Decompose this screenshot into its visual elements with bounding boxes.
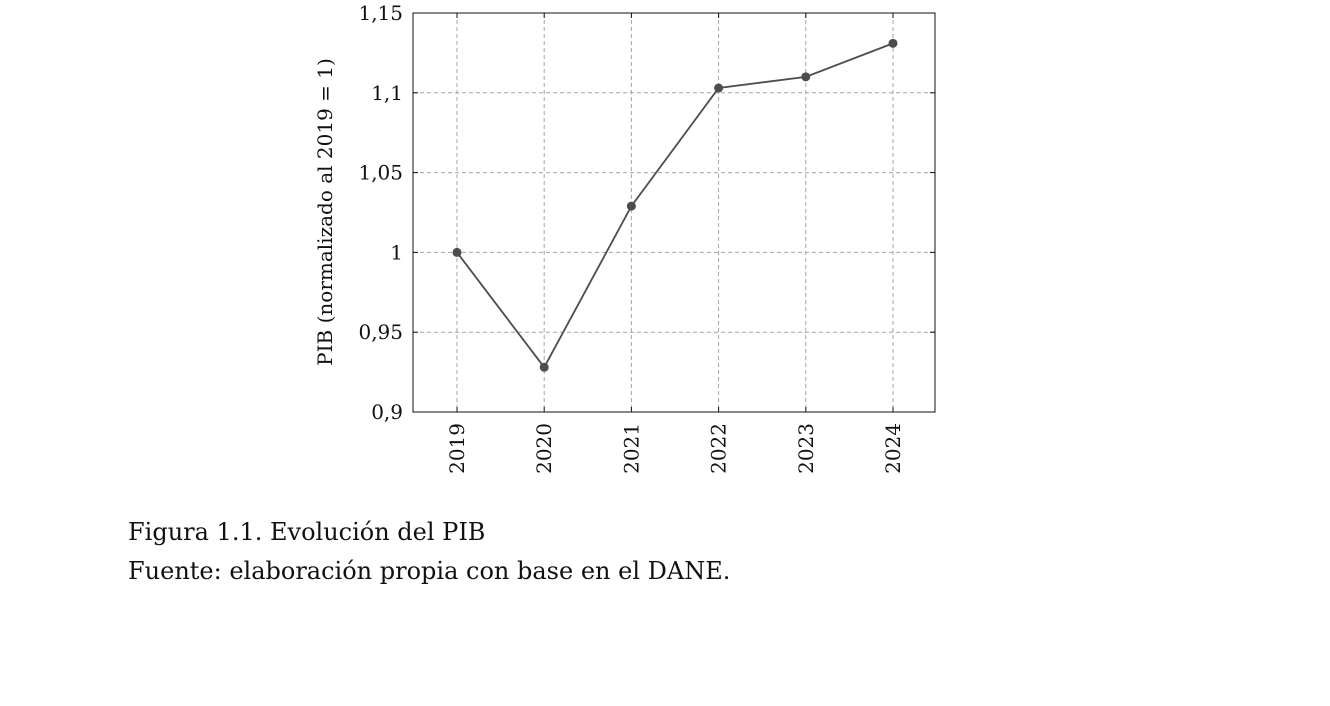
- data-point: [801, 72, 811, 82]
- y-tick-label: 1: [390, 240, 403, 264]
- grid-lines: [413, 13, 935, 412]
- y-axis-label: PIB (normalizado al 2019 = 1): [313, 58, 337, 366]
- axis-ticks: [413, 12, 935, 413]
- y-tick-label: 0,9: [371, 400, 403, 424]
- series-line: [456, 42, 894, 369]
- data-point: [714, 83, 724, 93]
- plot-frame: [412, 12, 936, 413]
- data-point: [888, 38, 898, 48]
- x-tick-label: 2021: [619, 423, 643, 474]
- data-point: [452, 247, 462, 257]
- x-tick-label: 2022: [707, 423, 731, 474]
- tick-labels: 0,9 0,95 1 1,05 1,1 1,15 2019 2020 2021 2022 2023 2…: [358, 1, 905, 474]
- line-chart: 0,9 0,95 1 1,05 1,1 1,15 2019 2020 2021 2022 2023 2…: [313, 1, 936, 474]
- y-tick-label: 1,15: [358, 1, 403, 25]
- y-tick-label: 0,95: [358, 320, 403, 344]
- data-point: [626, 201, 636, 211]
- series-group: [452, 38, 898, 372]
- figure-caption-source: Fuente: elaboración propia con base en e…: [128, 557, 731, 585]
- figure-caption-title: Figura 1.1. Evolución del PIB: [128, 518, 486, 546]
- x-tick-label: 2020: [532, 423, 556, 474]
- x-tick-label: 2023: [794, 423, 818, 474]
- y-tick-label: 1,05: [358, 161, 403, 185]
- x-tick-label: 2024: [881, 423, 905, 474]
- y-tick-label: 1,1: [371, 81, 403, 105]
- data-point: [539, 362, 549, 372]
- x-tick-label: 2019: [445, 423, 469, 474]
